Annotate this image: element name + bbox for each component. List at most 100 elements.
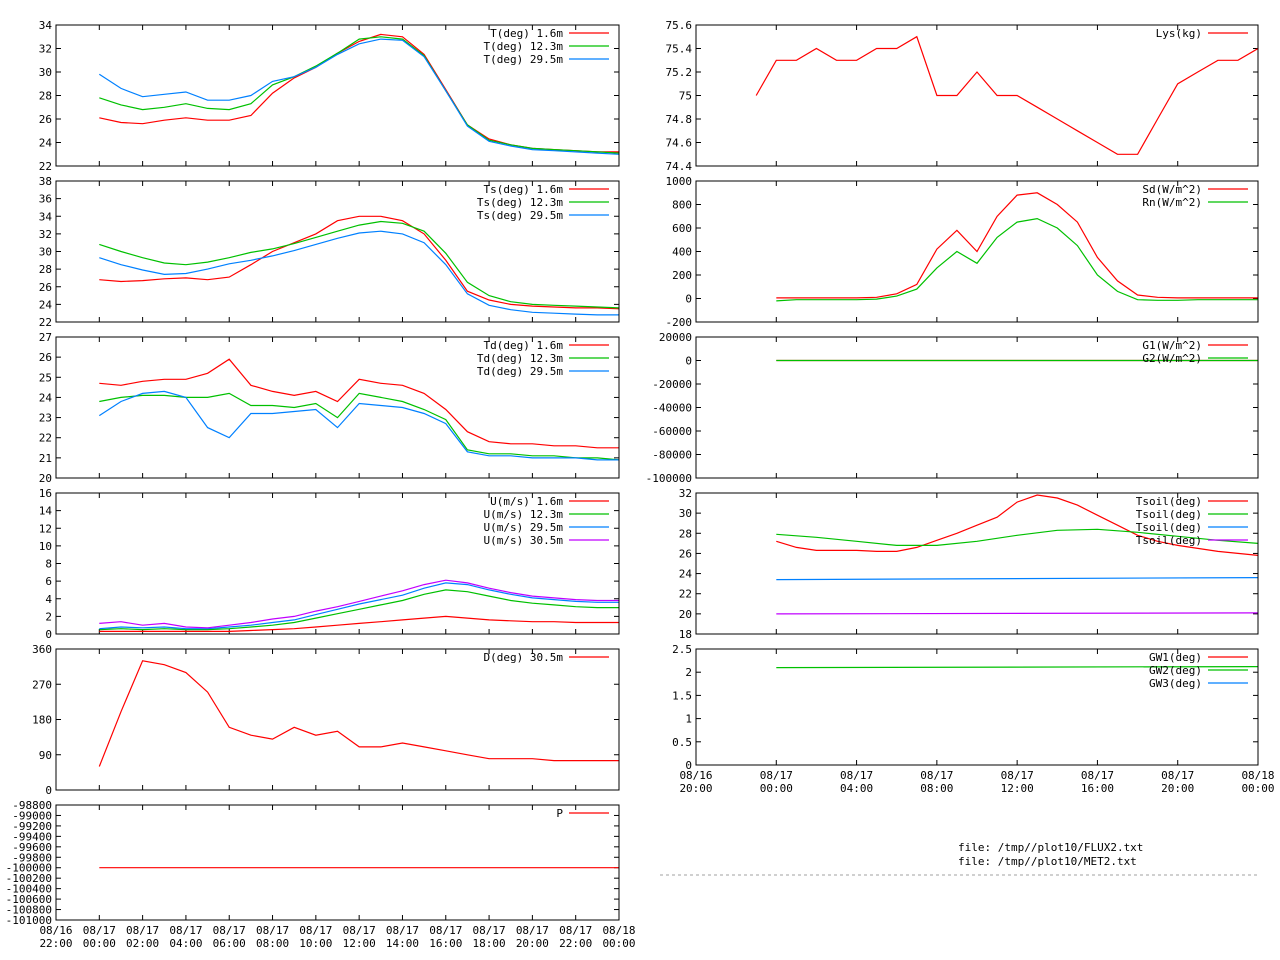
y-tick-label: 34 (39, 19, 53, 32)
panel-p: -101000-100800-100600-100400-100200-1000… (6, 799, 636, 950)
y-tick-label: -200 (666, 316, 693, 329)
y-tick-label: -60000 (652, 425, 692, 438)
y-tick-label: 600 (672, 222, 692, 235)
plot-frame (695, 24, 1259, 167)
series-line-ts-1 (99, 220, 619, 309)
x-tick-label: 22:00 (559, 937, 592, 950)
x-tick-label: 20:00 (1161, 782, 1194, 795)
y-tick-label: 20 (679, 608, 692, 621)
series-line-u-0 (99, 615, 619, 633)
x-tick-label: 08/17 (1161, 769, 1194, 782)
y-tick-label: 16 (39, 487, 52, 500)
legend-label: Tsoil(deg) (1136, 495, 1202, 508)
y-tick-label: 6 (45, 575, 52, 588)
legend-label: G1(W/m^2) (1142, 339, 1202, 352)
y-tick-label: -100400 (6, 883, 52, 896)
y-tick-label: 20 (39, 472, 52, 485)
x-tick-label: 08:00 (256, 937, 289, 950)
plot-frame (55, 804, 620, 921)
x-tick-label: 08/17 (126, 924, 159, 937)
x-tick-label: 08/17 (559, 924, 592, 937)
y-tick-label: 12 (39, 522, 52, 535)
x-tick-label: 06:00 (213, 937, 246, 950)
y-tick-label: 22 (679, 588, 692, 601)
x-tick-label: 08/17 (256, 924, 289, 937)
y-tick-label: -40000 (652, 402, 692, 415)
y-tick-label: 1.5 (672, 689, 692, 702)
series-line-ts-2 (99, 230, 619, 316)
x-tick-label: 00:00 (83, 937, 116, 950)
series-line-t-1 (99, 36, 619, 154)
x-tick-label: 08/17 (169, 924, 202, 937)
y-tick-label: 400 (672, 246, 692, 259)
panel-tsoil: 1820222426283032Tsoil(deg)Tsoil(deg)Tsoi… (679, 487, 1259, 641)
y-tick-label: 22 (39, 432, 52, 445)
series-line-td-2 (98, 390, 619, 461)
y-tick-label: 26 (679, 547, 692, 560)
x-tick-label: 08/17 (83, 924, 116, 937)
y-tick-label: 30 (679, 507, 692, 520)
y-tick-label: 0.5 (672, 736, 692, 749)
y-tick-label: -20000 (652, 378, 692, 391)
y-tick-label: 26 (39, 281, 52, 294)
x-tick-label: 08/17 (429, 924, 462, 937)
y-tick-label: 1000 (666, 175, 693, 188)
x-tick-label: 16:00 (429, 937, 462, 950)
legend-label: GW3(deg) (1149, 677, 1202, 690)
x-tick-label: 04:00 (840, 782, 873, 795)
file-line-1: file: /tmp//plot10/FLUX2.txt (958, 841, 1143, 854)
y-tick-label: 74.8 (666, 113, 693, 126)
y-tick-label: 180 (32, 714, 52, 727)
y-tick-label: 38 (39, 175, 52, 188)
series-line-ts-0 (99, 215, 619, 310)
legend-label: U(m/s) 1.6m (490, 495, 563, 508)
x-tick-label: 18:00 (473, 937, 506, 950)
y-tick-label: -99600 (12, 841, 52, 854)
x-tick-label: 16:00 (1081, 782, 1114, 795)
x-tick-label: 08/18 (602, 924, 635, 937)
y-tick-label: 8 (45, 558, 52, 571)
series-line-d-0 (98, 660, 619, 767)
legend-label: Td(deg) 29.5m (477, 365, 563, 378)
y-tick-label: 32 (39, 43, 52, 56)
y-tick-label: 22 (39, 316, 52, 329)
series-line-td-0 (99, 358, 619, 449)
y-tick-label: 0 (685, 293, 692, 306)
y-tick-label: 21 (39, 452, 52, 465)
y-tick-label: 0 (685, 759, 692, 772)
panel-d: 0 90 180 270 360 D(deg) 30.5m (32, 643, 620, 797)
y-tick-label: 34 (39, 210, 53, 223)
y-tick-label: 75 (679, 90, 692, 103)
y-tick-label: 0 (45, 784, 52, 797)
y-tick-label: 27 (39, 331, 52, 344)
plot-frame (695, 180, 1259, 323)
y-tick-label: 75.6 (666, 19, 693, 32)
y-tick-label: 270 (32, 678, 52, 691)
y-tick-label: 24 (39, 298, 53, 311)
legend-label: GW2(deg) (1149, 664, 1202, 677)
plot-frame (55, 648, 620, 791)
y-tick-label: -98800 (12, 799, 52, 812)
y-tick-label: -100800 (6, 904, 52, 917)
y-tick-label: 2 (45, 610, 52, 623)
y-tick-label: 22 (39, 160, 52, 173)
y-tick-label: -99400 (12, 830, 52, 843)
y-tick-label: 74.6 (666, 137, 693, 150)
x-tick-label: 08/17 (760, 769, 793, 782)
legend-label: Td(deg) 12.3m (477, 352, 563, 365)
panel-lys: 74.4 74.6 74.8 75 75.2 75.4 75.6 Lys(kg) (666, 19, 1259, 173)
legend-label: Tsoil(deg) (1136, 508, 1202, 521)
legend-label: T(deg) 29.5m (484, 53, 564, 66)
plot-frame (55, 336, 620, 479)
legend-label: U(m/s) 29.5m (484, 521, 564, 534)
y-tick-label: 2.5 (672, 643, 692, 656)
y-tick-label: -99200 (12, 820, 52, 833)
series-line-t-2 (98, 38, 619, 155)
y-tick-label: -100000 (6, 862, 52, 875)
y-tick-label: 26 (39, 113, 52, 126)
x-tick-label: 08/16 (39, 924, 72, 937)
panel-t: 22 24 26 28 30 32 34 T(deg) 1.6mT(deg) 12.3mT(d… (39, 19, 620, 173)
series-line-gw-1 (776, 665, 1258, 669)
plot-frame (695, 648, 1259, 766)
legend-label: Sd(W/m^2) (1142, 183, 1202, 196)
